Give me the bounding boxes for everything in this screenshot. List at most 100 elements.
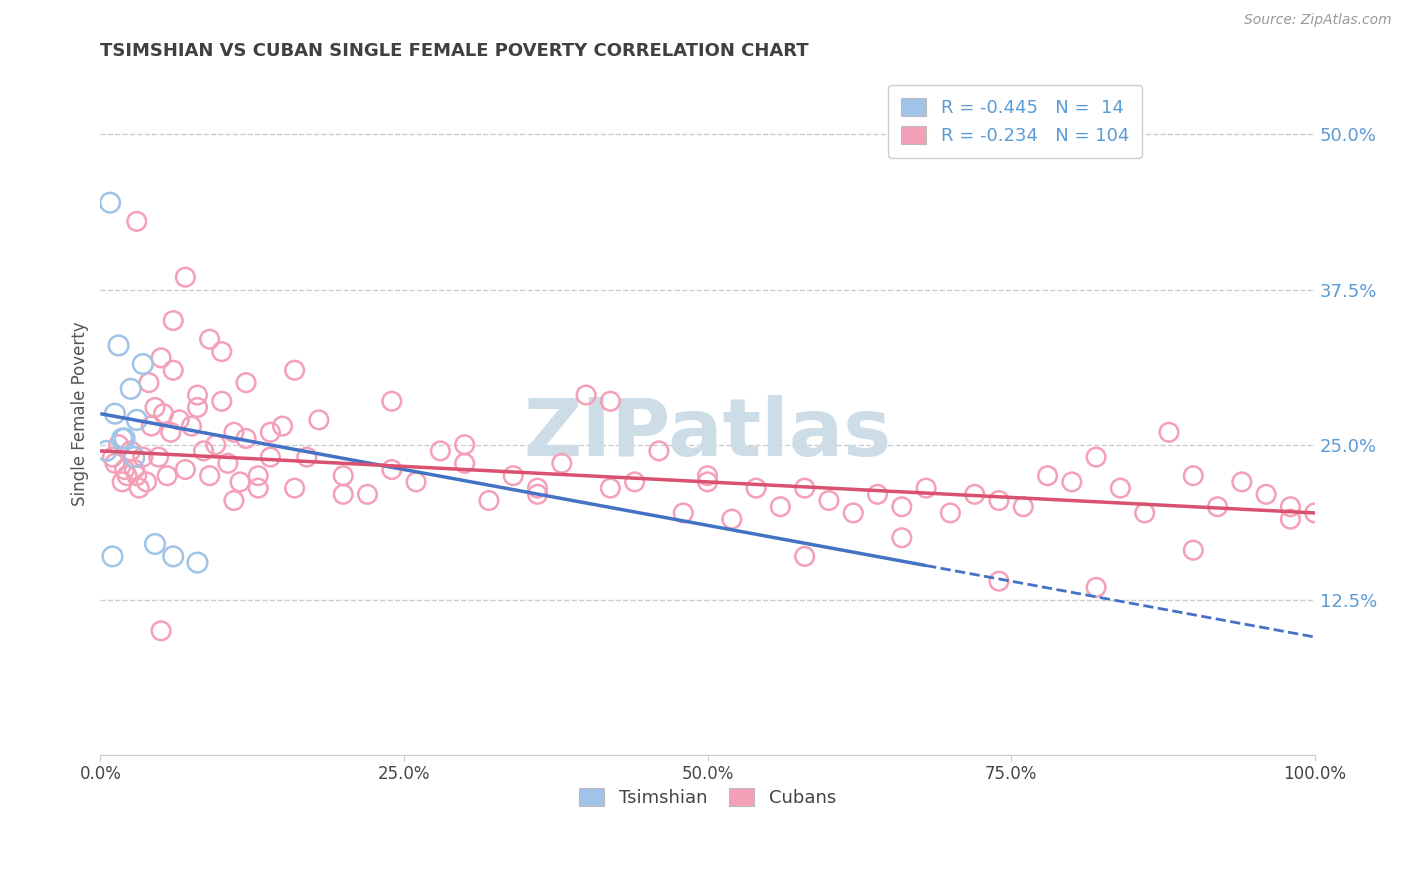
Point xyxy=(405,475,427,489)
Point xyxy=(1085,581,1108,595)
Point xyxy=(599,394,621,409)
Point xyxy=(222,425,245,440)
Point xyxy=(104,456,127,470)
Point xyxy=(381,394,404,409)
Point xyxy=(745,481,768,495)
Text: TSIMSHIAN VS CUBAN SINGLE FEMALE POVERTY CORRELATION CHART: TSIMSHIAN VS CUBAN SINGLE FEMALE POVERTY… xyxy=(100,42,808,60)
Point xyxy=(211,344,233,359)
Point xyxy=(1060,475,1083,489)
Point xyxy=(124,462,146,476)
Point xyxy=(186,401,208,415)
Point xyxy=(599,481,621,495)
Point xyxy=(104,407,127,421)
Point xyxy=(125,468,148,483)
Point xyxy=(169,413,191,427)
Point xyxy=(111,475,134,489)
Point xyxy=(96,443,118,458)
Point xyxy=(204,438,226,452)
Point xyxy=(963,487,986,501)
Point xyxy=(672,506,695,520)
Point xyxy=(866,487,889,501)
Point xyxy=(135,475,157,489)
Point xyxy=(1036,468,1059,483)
Point xyxy=(1182,468,1205,483)
Point xyxy=(1303,506,1326,520)
Point xyxy=(222,493,245,508)
Point xyxy=(128,481,150,495)
Point xyxy=(890,531,912,545)
Point xyxy=(1182,543,1205,558)
Point xyxy=(818,493,841,508)
Point xyxy=(842,506,865,520)
Point xyxy=(1230,475,1253,489)
Point xyxy=(623,475,645,489)
Point xyxy=(247,468,270,483)
Point xyxy=(211,394,233,409)
Point xyxy=(1256,487,1278,501)
Point xyxy=(793,481,815,495)
Point xyxy=(769,500,792,514)
Point xyxy=(356,487,378,501)
Point xyxy=(174,462,197,476)
Point xyxy=(162,313,184,327)
Point xyxy=(143,401,166,415)
Point xyxy=(259,425,281,440)
Point xyxy=(526,481,548,495)
Point xyxy=(107,438,129,452)
Point xyxy=(138,376,160,390)
Point xyxy=(235,432,257,446)
Point xyxy=(174,270,197,285)
Point xyxy=(198,332,221,346)
Point xyxy=(229,475,252,489)
Point xyxy=(259,450,281,464)
Point xyxy=(526,487,548,501)
Point xyxy=(295,450,318,464)
Point xyxy=(720,512,742,526)
Point xyxy=(1206,500,1229,514)
Point xyxy=(551,456,574,470)
Point xyxy=(150,351,173,365)
Point xyxy=(793,549,815,564)
Point xyxy=(381,462,404,476)
Point xyxy=(696,468,718,483)
Point xyxy=(132,357,155,371)
Point xyxy=(939,506,962,520)
Point xyxy=(988,574,1011,589)
Point xyxy=(132,450,155,464)
Point xyxy=(141,419,163,434)
Point xyxy=(186,388,208,402)
Point xyxy=(156,468,179,483)
Text: Source: ZipAtlas.com: Source: ZipAtlas.com xyxy=(1244,13,1392,28)
Point xyxy=(271,419,294,434)
Point xyxy=(193,443,215,458)
Point xyxy=(115,468,138,483)
Point xyxy=(150,624,173,638)
Point xyxy=(1157,425,1180,440)
Point xyxy=(120,382,142,396)
Point xyxy=(1012,500,1035,514)
Point xyxy=(114,432,136,446)
Point xyxy=(1133,506,1156,520)
Point xyxy=(217,456,239,470)
Point xyxy=(332,468,354,483)
Point xyxy=(198,468,221,483)
Point xyxy=(180,419,202,434)
Point xyxy=(162,363,184,377)
Y-axis label: Single Female Poverty: Single Female Poverty xyxy=(72,321,89,506)
Point xyxy=(478,493,501,508)
Point xyxy=(120,443,142,458)
Point xyxy=(1109,481,1132,495)
Point xyxy=(101,450,124,464)
Point xyxy=(696,475,718,489)
Text: ZIPatlas: ZIPatlas xyxy=(523,395,891,473)
Point xyxy=(1279,500,1302,514)
Point xyxy=(648,443,671,458)
Point xyxy=(148,450,170,464)
Point xyxy=(915,481,938,495)
Point xyxy=(162,549,184,564)
Point xyxy=(988,493,1011,508)
Point xyxy=(186,556,208,570)
Point xyxy=(575,388,598,402)
Point xyxy=(308,413,330,427)
Point xyxy=(114,462,136,476)
